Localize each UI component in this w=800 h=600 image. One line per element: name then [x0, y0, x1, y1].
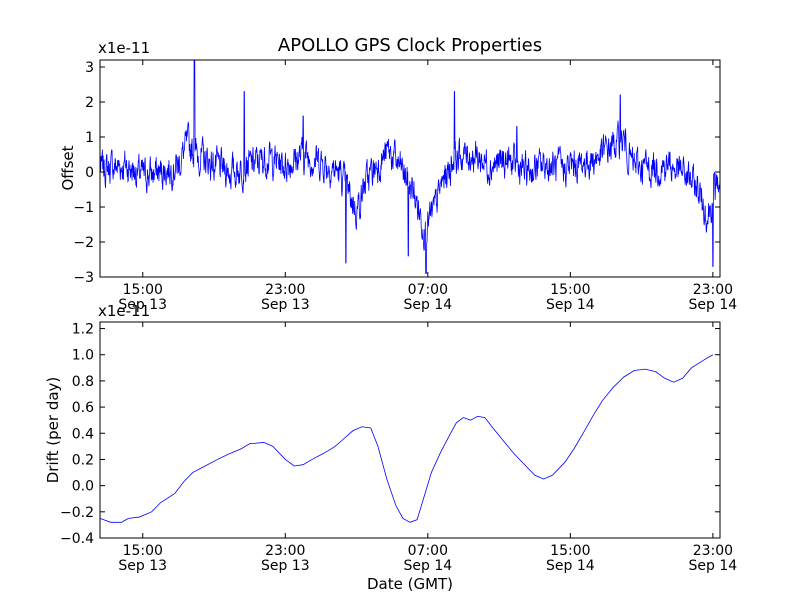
drift-y-tick-label: 0.6 — [72, 400, 94, 416]
drift-x-tick-label-date: Sep 14 — [403, 558, 452, 574]
offset-x-tick-label-date: Sep 13 — [118, 297, 167, 313]
offset-x-tick-label-time: 15:00 — [123, 282, 163, 298]
drift-axes-frame — [99, 321, 721, 539]
drift-x-tick-label-time: 23:00 — [265, 543, 305, 559]
offset-exponent-label: x1e-11 — [98, 39, 150, 57]
drift-x-tick-label-time: 15:00 — [123, 543, 163, 559]
offset-plot-area — [100, 60, 720, 277]
offset-y-tick-label: −3 — [73, 270, 94, 286]
offset-series-group — [99, 59, 721, 274]
drift-y-tick-label: 0.8 — [72, 374, 94, 390]
x-axis-label: Date (GMT) — [367, 575, 453, 593]
drift-x-tick-label-time: 07:00 — [408, 543, 448, 559]
drift-x-tick-label-date: Sep 14 — [689, 558, 738, 574]
drift-y-tick-label: 0.0 — [72, 479, 94, 495]
drift-x-tick-label-date: Sep 13 — [261, 558, 310, 574]
figure-title: APOLLO GPS Clock Properties — [278, 35, 542, 56]
drift-exponent-label: x1e-11 — [98, 302, 150, 320]
drift-y-tick-label: 0.2 — [72, 452, 94, 468]
offset-x-tick-label-time: 23:00 — [693, 282, 733, 298]
offset-x-tick-label-time: 15:00 — [550, 282, 590, 298]
offset-x-tick-label-date: Sep 14 — [546, 297, 595, 313]
drift-y-tick-label: 0.4 — [72, 426, 94, 442]
offset-y-tick-label: 3 — [85, 60, 94, 76]
offset-series-line — [99, 59, 721, 274]
offset-axes-frame — [99, 59, 721, 278]
offset-x-tick-label-date: Sep 13 — [261, 297, 310, 313]
drift-x-tick-label-time: 15:00 — [550, 543, 590, 559]
drift-plot-area — [100, 322, 720, 538]
offset-y-axis-label: Offset — [59, 145, 77, 190]
drift-y-tick-label: 1.2 — [72, 322, 94, 338]
drift-y-tick-label: −0.2 — [60, 505, 94, 521]
drift-x-tick-label-date: Sep 14 — [546, 558, 595, 574]
offset-x-tick-label-time: 23:00 — [265, 282, 305, 298]
drift-y-ticks: −0.4 −0.2 0.0 0.2 0.4 0.6 0.8 1.0 1.2 — [60, 322, 720, 547]
drift-y-axis-label: Drift (per day) — [44, 377, 62, 484]
offset-y-ticks: −3 −2 −1 0 1 2 3 — [73, 60, 720, 286]
drift-y-tick-label: 1.0 — [72, 348, 94, 364]
drift-x-tick-label-time: 23:00 — [693, 543, 733, 559]
drift-series-group — [99, 354, 714, 523]
drift-y-tick-label: −0.4 — [60, 531, 94, 547]
drift-x-tick-label-date: Sep 13 — [118, 558, 167, 574]
offset-x-tick-label-time: 07:00 — [408, 282, 448, 298]
offset-y-tick-label: 1 — [85, 130, 94, 146]
offset-y-tick-label: −2 — [73, 235, 94, 251]
offset-y-tick-label: 2 — [85, 95, 94, 111]
drift-series-line — [99, 354, 714, 523]
offset-x-tick-label-date: Sep 14 — [689, 297, 738, 313]
offset-y-tick-label: 0 — [85, 165, 94, 181]
offset-x-tick-label-date: Sep 14 — [403, 297, 452, 313]
offset-y-tick-label: −1 — [73, 200, 94, 216]
